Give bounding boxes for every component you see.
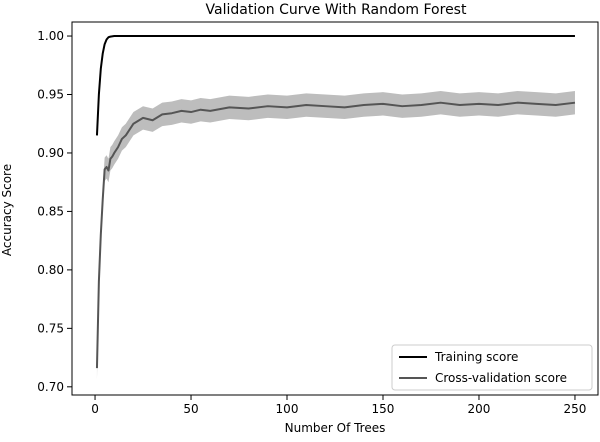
cv-confidence-band — [96, 90, 575, 380]
training-score-line — [95, 35, 575, 136]
x-tick-label: 200 — [468, 402, 491, 416]
legend-box — [391, 344, 593, 391]
x-tick-label: 100 — [276, 402, 299, 416]
x-axis-label: Number Of Trees — [285, 421, 386, 435]
legend: Training score Cross-validation score — [391, 344, 593, 391]
legend-training-label: Training score — [434, 350, 518, 364]
x-axis-ticks: 0 50 100 150 200 250 — [91, 395, 586, 416]
y-axis-ticks: 0.70 0.75 0.80 0.85 0.90 0.95 1.00 — [37, 29, 72, 394]
x-tick-label: 50 — [183, 402, 198, 416]
y-tick-label: 1.00 — [37, 29, 64, 43]
x-tick-label: 250 — [564, 402, 587, 416]
x-tick-label: 0 — [91, 402, 99, 416]
y-tick-label: 0.90 — [37, 146, 64, 160]
series-lines-layer — [95, 35, 576, 369]
y-tick-label: 0.95 — [37, 87, 64, 101]
y-tick-label: 0.70 — [37, 380, 64, 394]
plot-area — [95, 35, 576, 380]
axes-frame — [71, 21, 599, 396]
x-tick-label: 150 — [372, 402, 395, 416]
cv-score-line — [95, 101, 576, 369]
chart-title: Validation Curve With Random Forest — [206, 2, 467, 18]
y-tick-label: 0.75 — [37, 321, 64, 335]
legend-cv-label: Cross-validation score — [435, 371, 567, 385]
y-axis-label: Accuracy Score — [0, 164, 14, 256]
cv-confidence-band-layer — [96, 90, 575, 380]
y-tick-label: 0.85 — [37, 204, 64, 218]
y-tick-label: 0.80 — [37, 263, 64, 277]
